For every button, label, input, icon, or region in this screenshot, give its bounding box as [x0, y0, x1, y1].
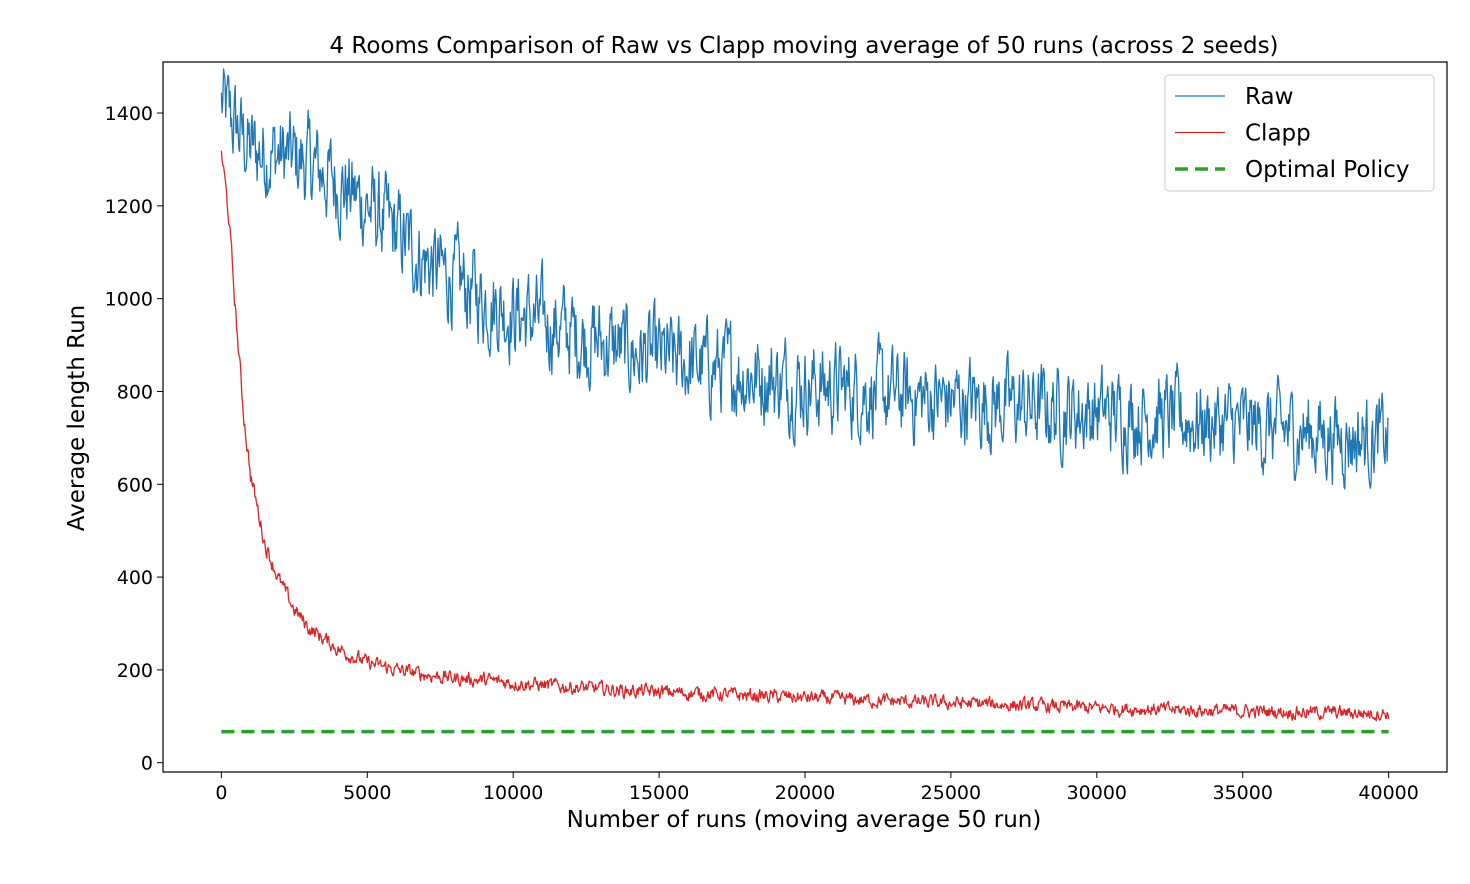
- x-tick-label: 20000: [775, 782, 835, 804]
- x-tick-label: 15000: [629, 782, 689, 804]
- legend-box: [1164, 74, 1435, 192]
- legend: Raw Clapp Optimal Policy: [1164, 74, 1435, 192]
- x-tick-label: 35000: [1213, 782, 1273, 804]
- y-axis: 0 200 400 600 800 1000 1200 1400: [105, 103, 163, 775]
- x-tick-label: 10000: [483, 782, 543, 804]
- y-tick-label: 800: [117, 381, 153, 403]
- x-tick-label: 25000: [921, 782, 981, 804]
- x-tick-label: 30000: [1067, 782, 1127, 804]
- legend-label: Raw: [1245, 84, 1293, 110]
- x-axis-title: Number of runs (moving average 50 run): [567, 807, 1042, 833]
- legend-label: Optimal Policy: [1245, 157, 1409, 183]
- y-tick-label: 1000: [105, 289, 153, 311]
- y-tick-label: 1200: [105, 196, 153, 218]
- series-line-raw: [220, 68, 1390, 490]
- legend-label: Clapp: [1245, 121, 1311, 147]
- y-axis-title: Average length Run: [64, 305, 90, 532]
- y-tick-label: 600: [117, 474, 153, 496]
- x-axis: 0 5000 10000 15000 20000 25000 30000 35000 40000: [215, 772, 1419, 804]
- series-line-clapp: [220, 150, 1390, 722]
- plot-area: [220, 68, 1390, 734]
- y-tick-label: 1400: [105, 103, 153, 125]
- y-tick-label: 400: [117, 567, 153, 589]
- y-tick-label: 0: [141, 753, 153, 775]
- chart-title: 4 Rooms Comparison of Raw vs Clapp movin…: [329, 33, 1278, 59]
- x-tick-label: 0: [215, 782, 227, 804]
- x-tick-label: 40000: [1358, 782, 1418, 804]
- y-tick-label: 200: [117, 660, 153, 682]
- x-tick-label: 5000: [343, 782, 391, 804]
